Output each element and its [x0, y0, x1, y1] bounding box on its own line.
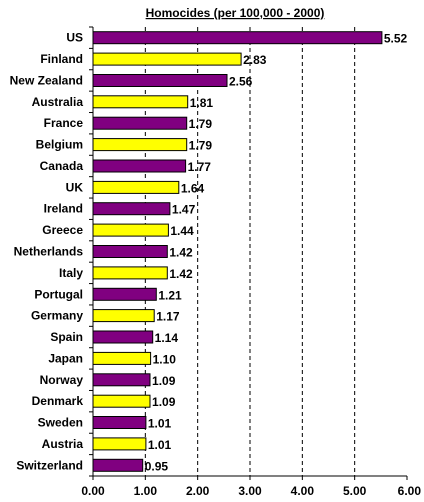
- category-label: Japan: [48, 351, 83, 365]
- category-label: Canada: [40, 159, 84, 173]
- value-label: 1.64: [181, 181, 205, 195]
- chart-title: Homocides (per 100,000 - 2000): [146, 6, 325, 20]
- bar-new-zealand: [92, 74, 228, 87]
- bar-ireland: [92, 202, 171, 216]
- value-label: 1.77: [188, 160, 212, 174]
- bar-australia: [92, 95, 189, 109]
- category-label: Portugal: [34, 287, 83, 301]
- category-label: Sweden: [38, 416, 83, 430]
- category-label: Spain: [50, 330, 83, 344]
- category-label: Belgium: [36, 138, 83, 152]
- value-label: 0.95: [145, 459, 169, 473]
- value-label: 5.52: [384, 32, 408, 46]
- value-label: 1.47: [172, 203, 196, 217]
- category-label: Denmark: [32, 394, 84, 408]
- value-label: 1.81: [190, 96, 214, 110]
- bar-finland: [92, 52, 242, 66]
- category-label: UK: [66, 180, 84, 194]
- x-tick-label: 5.00: [343, 484, 367, 498]
- category-label: Ireland: [44, 202, 83, 216]
- value-label: 1.14: [155, 331, 179, 345]
- bar-belgium: [92, 138, 188, 152]
- bar-denmark: [92, 394, 151, 408]
- category-label: Austria: [42, 437, 84, 451]
- x-tick-label: 4.00: [291, 484, 315, 498]
- x-tick-label: 1.00: [134, 484, 158, 498]
- category-labels: US Finland New Zealand Australia France Belgi…: [10, 31, 84, 473]
- axes: [89, 26, 408, 480]
- bar-italy: [92, 266, 168, 280]
- category-label: US: [66, 31, 83, 45]
- bar-canada: [92, 159, 187, 173]
- category-label: Australia: [32, 95, 84, 109]
- x-tick-labels: 0.00 1.00 2.00 3.00 4.00 5.00 6.00: [81, 484, 421, 498]
- value-label: 1.17: [156, 310, 180, 324]
- category-label: Germany: [31, 309, 83, 323]
- bar-uk: [92, 180, 180, 194]
- value-label: 1.79: [189, 117, 213, 131]
- value-label: 1.42: [169, 267, 193, 281]
- bar-us: [92, 31, 383, 45]
- category-label: Italy: [59, 266, 83, 280]
- bar-germany: [92, 309, 155, 323]
- category-label: Norway: [40, 373, 84, 387]
- bar-spain: [92, 330, 154, 344]
- value-labels: 5.52 2.83 2.56 1.81 1.79 1.79 1.77 1.64 1.47 1.44…: [145, 32, 408, 474]
- category-label: Switzerland: [16, 458, 83, 472]
- category-label: France: [44, 116, 84, 130]
- category-label: Finland: [40, 52, 83, 66]
- bar-sweden: [92, 416, 147, 429]
- value-label: 1.44: [170, 224, 194, 238]
- bar-portugal: [92, 287, 157, 301]
- value-label: 2.56: [229, 74, 253, 88]
- category-label: Netherlands: [14, 245, 84, 259]
- bar-switzerland: [92, 458, 144, 472]
- value-label: 2.83: [243, 53, 267, 67]
- value-label: 1.09: [152, 374, 176, 388]
- bars: [92, 31, 383, 472]
- value-label: 1.42: [169, 246, 193, 260]
- value-label: 1.01: [148, 417, 172, 431]
- x-tick-label: 6.00: [398, 484, 422, 498]
- bar-france: [92, 116, 188, 130]
- value-label: 1.79: [189, 139, 213, 153]
- bar-austria: [92, 437, 147, 451]
- x-tick-label: 0.00: [81, 484, 105, 498]
- value-label: 1.21: [158, 288, 182, 302]
- bar-japan: [92, 351, 152, 365]
- category-label: Greece: [42, 223, 83, 237]
- category-label: New Zealand: [10, 73, 83, 87]
- x-tick-label: 3.00: [238, 484, 262, 498]
- x-tick-label: 2.00: [186, 484, 210, 498]
- bar-netherlands: [92, 245, 168, 258]
- value-label: 1.09: [152, 395, 176, 409]
- value-label: 1.10: [153, 352, 177, 366]
- bar-greece: [92, 223, 169, 237]
- bar-norway: [92, 373, 151, 387]
- value-label: 1.01: [148, 438, 172, 452]
